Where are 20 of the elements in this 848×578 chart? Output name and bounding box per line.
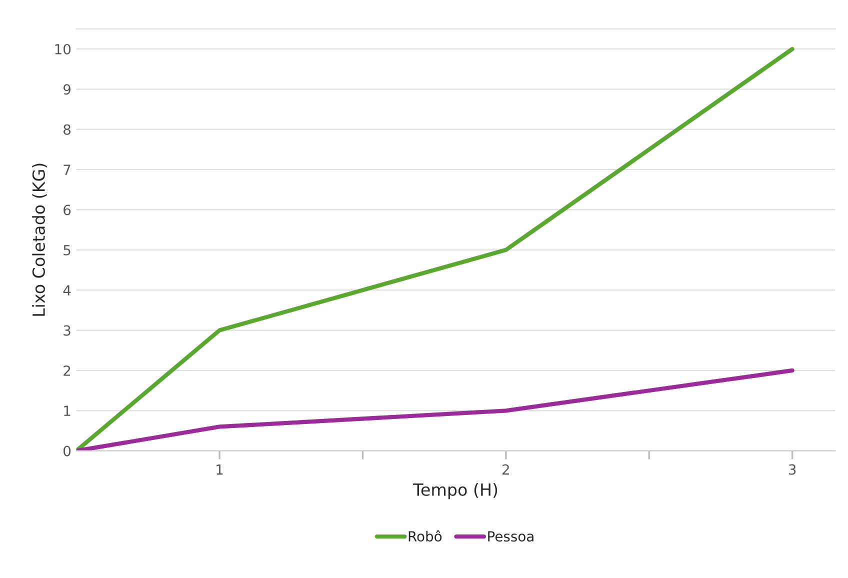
x-axis-title: Tempo (H) [413,483,498,500]
line-series [76,368,794,451]
y-tick-label: 7 [64,164,70,175]
x-tick-label: 2 [502,464,509,475]
y-axis-title: Lixo Coletado (KG) [32,164,47,316]
legend-label: Robô [408,530,442,542]
x-tick-label: 3 [788,464,796,475]
y-tick-label: 8 [64,124,71,135]
y-tick-label: 9 [63,84,70,95]
x-tick-label: 1 [216,464,223,475]
legend-label: Pessoa [488,531,534,542]
y-tick-label: 3 [64,325,70,336]
y-tick-label: 6 [64,204,71,216]
line-series [76,46,794,451]
y-tick-label: 10 [55,44,71,54]
y-tick-label: 5 [64,245,70,256]
y-tick-label: 0 [64,446,71,456]
y-tick-label: 4 [63,285,71,296]
y-tick-label: 2 [64,365,70,376]
y-tick-label: 1 [64,406,70,416]
